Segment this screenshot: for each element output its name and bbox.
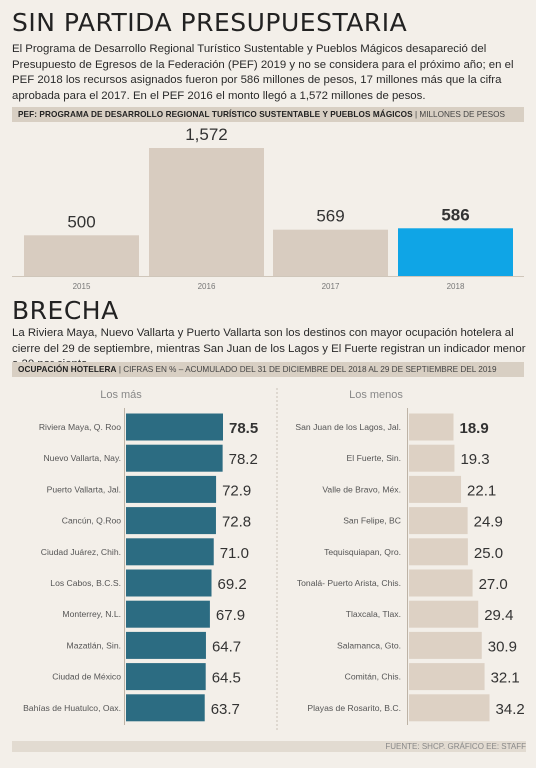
value-label-menos-3: 24.9 [474,514,503,531]
panel-title-menos: Los menos [349,389,403,401]
value-label-menos-7: 30.9 [488,638,517,655]
value-label-menos-0: 18.9 [460,420,489,437]
value-label-mas-3: 72.8 [222,514,251,531]
intro-text: El Programa de Desarrollo Regional Turís… [12,43,514,102]
category-label-mas-9: Bahías de Huatulco, Oax. [23,703,121,713]
section2-title: BRECHA [12,296,119,325]
value-label-menos-4: 25.0 [474,545,503,562]
value-label-2018: 586 [441,205,469,224]
bar-menos-7 [409,631,482,659]
bar-menos-9 [409,694,490,722]
bar-mas-3 [126,507,216,535]
category-label-menos-8: Comitán, Chis. [345,672,401,682]
bar-menos-2 [409,475,462,503]
value-label-mas-1: 78.2 [229,451,258,468]
bar-menos-1 [409,444,455,472]
value-label-mas-6: 67.9 [216,607,245,624]
bar-2016 [149,148,264,276]
value-label-menos-5: 27.0 [479,576,508,593]
bar-mas-1 [126,444,223,472]
value-label-menos-2: 22.1 [467,482,496,499]
value-label-mas-8: 64.5 [212,670,241,687]
bar-menos-0 [409,413,454,441]
value-label-mas-4: 71.0 [220,545,249,562]
category-label-menos-2: Valle de Bravo, Méx. [322,484,401,494]
category-label-mas-2: Puerto Vallarta, Jal. [47,484,121,494]
occupancy-charts: Los más Riviera Maya, Q. Roo 78.5 Nuevo Val… [23,388,525,732]
bar-mas-5 [126,569,212,597]
bar-menos-3 [409,507,468,535]
value-label-menos-8: 32.1 [491,670,520,687]
category-label-menos-7: Salamanca, Gto. [337,640,401,650]
bar-mas-8 [126,663,206,691]
bar-mas-7 [126,631,206,659]
chart1-header: PEF: PROGRAMA DE DESARROLLO REGIONAL TUR… [12,107,524,122]
x-tick-2017: 2017 [322,282,340,291]
bar-2017 [273,229,388,276]
x-tick-2018: 2018 [447,282,465,291]
bar-mas-4 [126,538,214,566]
category-label-menos-6: Tlaxcala, Tlax. [346,609,401,619]
x-tick-2016: 2016 [198,282,216,291]
value-label-mas-0: 78.5 [229,420,258,437]
category-label-mas-4: Ciudad Juárez, Chih. [41,547,121,557]
value-label-menos-6: 29.4 [484,607,513,624]
value-label-mas-2: 72.9 [222,482,251,499]
category-label-mas-0: Riviera Maya, Q. Roo [39,422,121,432]
bar-2018 [398,228,513,276]
chart2-header-title: OCUPACIÓN HOTELERA [18,365,117,374]
value-label-menos-1: 19.3 [460,451,489,468]
category-label-mas-5: Los Cabos, B.C.S. [50,578,121,588]
panel-title-mas: Los más [100,389,142,401]
chart1-header-title: PEF: PROGRAMA DE DESARROLLO REGIONAL TUR… [18,110,413,119]
category-label-menos-0: San Juan de los Lagos, Jal. [295,422,401,432]
value-label-2015: 500 [67,212,95,231]
chart2-header-subtitle: | CIFRAS EN % – ACUMULADO DEL 31 DE DICI… [116,365,497,374]
bar-menos-4 [409,538,468,566]
bar-menos-6 [409,600,479,628]
bar-menos-8 [409,663,485,691]
bar-2015 [24,235,139,276]
category-label-mas-3: Cancún, Q.Roo [62,516,121,526]
x-tick-2015: 2015 [73,282,91,291]
category-label-mas-6: Monterrey, N.L. [62,609,121,619]
category-label-mas-8: Ciudad de México [52,672,121,682]
bar-mas-9 [126,694,205,722]
category-label-menos-4: Tequisquiapan, Qro. [324,547,401,557]
bar-menos-5 [409,569,473,597]
category-label-menos-9: Playas de Rosarito, B.C. [307,703,401,713]
budget-bar-chart: 500 2015 1,572 2016 569 2017 586 2018 [12,125,524,291]
value-label-mas-7: 64.7 [212,638,241,655]
value-label-mas-5: 69.2 [218,576,247,593]
chart1-header-unit: | MILLONES DE PESOS [412,110,505,119]
value-label-mas-9: 63.7 [211,701,240,718]
chart2-header: OCUPACIÓN HOTELERA | CIFRAS EN % – ACUMU… [12,362,524,377]
value-label-2017: 569 [316,207,344,226]
bar-mas-6 [126,600,210,628]
source-footer: FUENTE: SHCP. GRÁFICO EE: STAFF [12,741,526,752]
value-label-menos-9: 34.2 [496,701,525,718]
bar-mas-2 [126,475,217,503]
category-label-menos-3: San Felipe, BC [343,516,401,526]
main-title: SIN PARTIDA PRESUPUESTARIA [12,8,408,37]
category-label-mas-7: Mazatlán, Sin. [67,640,121,650]
category-label-menos-1: El Fuerte, Sin. [347,453,401,463]
category-label-mas-1: Nuevo Vallarta, Nay. [43,453,121,463]
category-label-menos-5: Tonalá- Puerto Arista, Chis. [297,578,401,588]
value-label-2016: 1,572 [185,125,228,144]
bar-mas-0 [126,413,223,441]
